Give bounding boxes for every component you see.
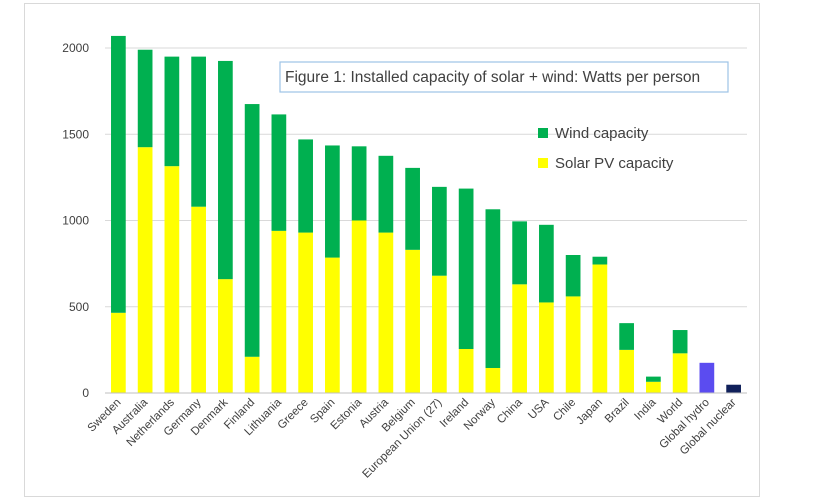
chart-title-box: Figure 1: Installed capacity of solar + … xyxy=(279,61,729,93)
bar-solar-pv-capacity-usa xyxy=(539,302,554,393)
y-tick-label: 0 xyxy=(82,386,89,400)
gridlines xyxy=(105,47,747,308)
bar-wind-capacity-brazil xyxy=(619,323,634,350)
bar-global-nuclear-global-nuclear xyxy=(726,384,741,393)
legend-swatch-solar xyxy=(538,158,548,168)
bar-solar-pv-capacity-belgium xyxy=(405,249,420,393)
bar-wind-capacity-estonia xyxy=(351,146,367,221)
bar-wind-capacity-sweden xyxy=(111,35,126,313)
bar-solar-pv-capacity-estonia xyxy=(351,220,367,393)
bar-wind-capacity-japan xyxy=(592,256,608,265)
bar-wind-capacity-australia xyxy=(137,49,153,148)
bar-solar-pv-capacity-australia xyxy=(137,147,153,393)
bar-solar-pv-capacity-japan xyxy=(592,264,608,393)
bar-wind-capacity-china xyxy=(512,221,527,285)
bar-solar-pv-capacity-sweden xyxy=(111,312,126,393)
bar-solar-pv-capacity-denmark xyxy=(218,279,233,393)
bar-solar-pv-capacity-india xyxy=(646,381,661,393)
bar-solar-pv-capacity-greece xyxy=(298,232,313,393)
x-tick-label: China xyxy=(495,396,525,426)
bar-wind-capacity-usa xyxy=(539,224,554,303)
bar-solar-pv-capacity-finland xyxy=(244,356,260,393)
bar-solar-pv-capacity-netherlands xyxy=(164,166,180,393)
y-tick-label: 2000 xyxy=(62,41,89,55)
chart-title: Figure 1: Installed capacity of solar + … xyxy=(285,69,700,86)
x-axis-labels: SwedenAustraliaNetherlandsGermanyDenmark… xyxy=(86,396,739,480)
bar-wind-capacity-chile xyxy=(565,255,581,297)
x-tick-label: USA xyxy=(526,396,551,421)
bar-wind-capacity-finland xyxy=(244,104,260,357)
legend: Wind capacity Solar PV capacity xyxy=(538,125,674,172)
bar-solar-pv-capacity-world xyxy=(672,353,688,393)
y-tick-label: 1500 xyxy=(62,127,89,141)
bar-wind-capacity-european-union-27 xyxy=(432,186,447,276)
bar-wind-capacity-lithuania xyxy=(271,114,287,231)
bar-global-hydro-global-hydro xyxy=(699,362,715,393)
chart-frame: 0 500 1000 1500 2000 Sweden Australia Netherla… xyxy=(24,3,760,497)
x-tick-label: Greece xyxy=(276,397,311,432)
x-tick-label: Japan xyxy=(574,397,605,428)
bar-wind-capacity-ireland xyxy=(458,188,474,350)
bar-wind-capacity-austria xyxy=(378,155,394,233)
bar-wind-capacity-greece xyxy=(298,139,313,233)
bar-wind-capacity-norway xyxy=(485,209,501,368)
legend-label-wind: Wind capacity xyxy=(555,125,649,142)
bar-wind-capacity-india xyxy=(646,376,661,382)
bar-solar-pv-capacity-brazil xyxy=(619,349,634,393)
bar-solar-pv-capacity-european-union-27 xyxy=(432,275,447,393)
legend-label-solar: Solar PV capacity xyxy=(555,155,674,172)
bar-solar-pv-capacity-lithuania xyxy=(271,230,287,393)
bar-wind-capacity-world xyxy=(672,330,688,354)
y-tick-label: 500 xyxy=(69,300,89,314)
x-tick-label: Estonia xyxy=(329,396,365,432)
bar-wind-capacity-germany xyxy=(191,56,206,207)
legend-swatch-wind xyxy=(538,128,548,138)
bar-solar-pv-capacity-austria xyxy=(378,232,394,393)
bar-wind-capacity-spain xyxy=(325,145,340,258)
bar-solar-pv-capacity-ireland xyxy=(458,349,474,393)
y-axis: 0 500 1000 1500 2000 xyxy=(62,41,89,400)
bar-solar-pv-capacity-germany xyxy=(191,206,206,393)
title-box-border xyxy=(279,61,729,93)
bar-wind-capacity-belgium xyxy=(405,167,420,250)
x-tick-label: Brazil xyxy=(603,397,632,426)
bar-solar-pv-capacity-chile xyxy=(565,296,581,393)
bar-solar-pv-capacity-china xyxy=(512,284,527,393)
bars xyxy=(111,35,741,393)
bar-wind-capacity-netherlands xyxy=(164,56,180,167)
chart-svg: 0 500 1000 1500 2000 SwedenAustraliaNetherla… xyxy=(62,35,747,481)
x-tick-label: India xyxy=(632,396,659,423)
bar-solar-pv-capacity-norway xyxy=(485,367,501,393)
bar-wind-capacity-denmark xyxy=(218,60,233,280)
bar-solar-pv-capacity-spain xyxy=(325,257,340,393)
y-tick-label: 1000 xyxy=(62,214,89,228)
